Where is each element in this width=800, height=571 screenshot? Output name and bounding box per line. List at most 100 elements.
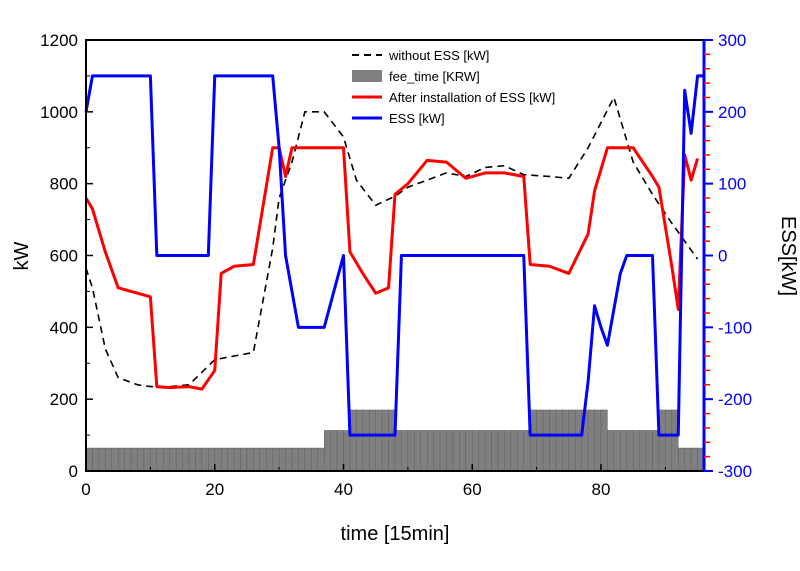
fee-time-bar [575,409,582,472]
fee-time-bar [195,447,203,472]
x-tick-label: 60 [463,480,482,499]
fee-time-bars [85,409,705,472]
fee-time-bar [214,447,222,472]
fee-time-bar [92,447,100,472]
fee-time-bar [426,430,434,472]
x-axis-label: time [15min] [341,523,450,545]
legend-item-ess: ESS [kW] [352,111,445,126]
fee-time-bar [652,430,660,472]
fee-time-bar [600,409,608,472]
fee-time-bar [227,447,235,472]
y2-axis-label: ESS[kW] [777,216,799,296]
fee-time-bar [369,409,376,472]
fee-time-bar [105,447,112,472]
fee-time-bar [678,447,685,472]
y-tick-label: 600 [50,247,78,266]
fee-time-bar [568,409,576,472]
fee-time-bar [311,447,318,472]
y-tick-label: 1200 [40,31,78,50]
y-tick-label: 200 [50,390,78,409]
fee-time-bar [330,430,338,472]
fee-time-bar [349,409,357,472]
fee-time-bar [98,447,106,472]
legend-item-after-ess: After installation of ESS [kW] [352,90,555,105]
fee-time-bar [452,430,460,472]
fee-time-bar [343,430,351,472]
fee-time-bar [201,447,209,472]
fee-time-bar [336,430,344,472]
fee-time-bar [472,430,479,472]
fee-time-bar [497,430,505,472]
fee-time-bar [163,447,170,472]
fee-time-bar [620,430,627,472]
fee-time-bar [414,430,421,472]
series-line-after-installation-of-ess-kw [84,146,699,391]
fee-time-bar [143,447,151,472]
legend-label-fee-time: fee_time [KRW] [389,69,480,84]
y2-tick-label: 300 [718,31,746,50]
fee-time-bar [240,447,248,472]
fee-time-bar [491,430,499,472]
fee-time-bar [278,447,286,472]
fee-time-bar [156,447,164,472]
y-axis-label: kW [11,241,33,270]
fee-time-bar [639,430,647,472]
legend-label-ess: ESS [kW] [389,111,445,126]
fee-time-bar [626,430,634,472]
fee-time-bar [388,409,396,472]
fee-time-bar [323,430,331,472]
fee-time-bar [645,430,653,472]
fee-time-bar [130,447,138,472]
fee-time-bar [304,447,312,472]
fee-time-bar [407,430,415,472]
x-tick-label: 40 [334,480,353,499]
fee-time-bar [658,409,666,472]
fee-time-bar [459,430,467,472]
fee-time-bar [266,447,273,472]
fee-time-bar [587,409,595,472]
fee-time-bar [401,430,409,472]
fee-time-bar [510,430,518,472]
fee-time-bar [529,409,537,472]
y-tick-label: 400 [50,318,78,337]
fee-time-bar [562,409,570,472]
series-line-ess-kw [84,74,704,437]
y2-tick-label: 0 [718,247,727,266]
fee-time-bar [291,447,299,472]
fee-time-bar [208,447,215,472]
fee-time-bar [684,447,692,472]
legend-item-fee-time: fee_time [KRW] [352,69,480,84]
y2-tick-label: 100 [718,175,746,194]
fee-time-bar [446,430,454,472]
fee-time-bar [111,447,119,472]
fee-time-bar [285,447,293,472]
series-lines [84,74,704,437]
fee-time-bar [555,409,563,472]
fee-time-bar [298,447,306,472]
legend-label-after-ess: After installation of ESS [kW] [389,90,555,105]
y2-tick-label: -200 [718,390,752,409]
fee-time-bar [484,430,492,472]
fee-time-bar [220,447,228,472]
fee-time-bar [607,430,615,472]
fee-time-bar [542,409,550,472]
fee-time-bar [272,447,280,472]
fee-time-bar [690,447,698,472]
fee-time-bar [665,409,673,472]
fee-time-bar [394,430,402,472]
fee-time-bar [259,447,267,472]
fee-time-bar [175,447,183,472]
y-tick-label: 800 [50,175,78,194]
y2-tick-label: -300 [718,462,752,481]
fee-time-bar [613,430,621,472]
fee-time-bar [253,447,261,472]
fee-time-bar [188,447,196,472]
x-tick-label: 80 [592,480,611,499]
legend: without ESS [kW] fee_time [KRW] After in… [352,48,555,126]
fee-time-bar [117,447,125,472]
fee-time-bar [124,447,132,472]
legend-item-without-ess: without ESS [kW] [352,48,489,63]
series-line-without-ess-kw [85,96,699,388]
